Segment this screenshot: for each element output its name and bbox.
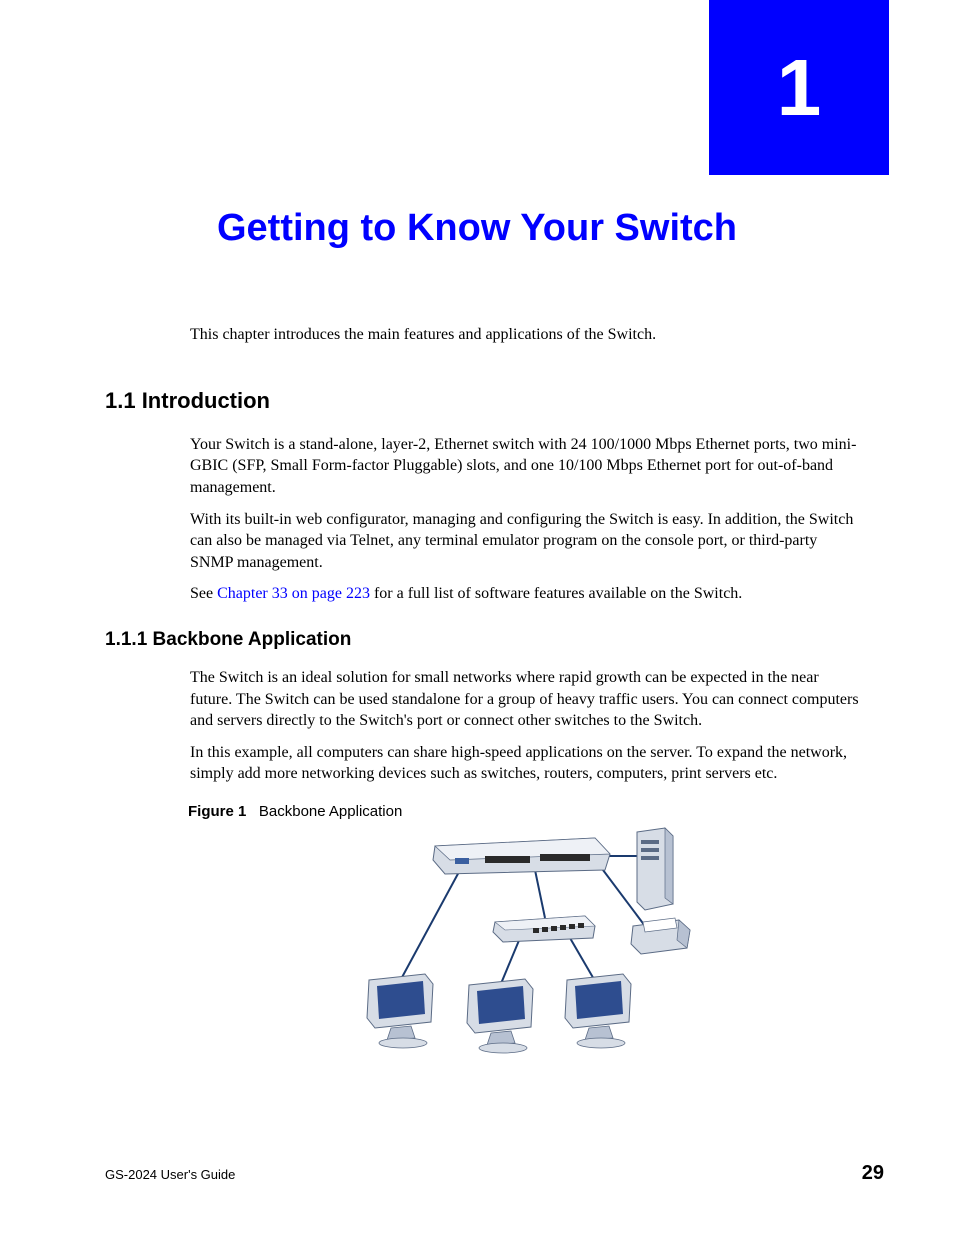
hub-icon <box>493 916 595 942</box>
figure-label: Figure 1 <box>188 803 246 820</box>
paragraph: In this example, all computers can share… <box>190 742 859 785</box>
computer-icon <box>565 974 631 1048</box>
content-area: This chapter introduces the main feature… <box>190 325 859 1056</box>
page-footer: GS-2024 User's Guide 29 <box>105 1162 884 1185</box>
figure-caption-text: Backbone Application <box>259 803 402 820</box>
section-heading-1-1: 1.1 Introduction <box>105 388 859 414</box>
section-heading-1-1-1: 1.1.1 Backbone Application <box>105 629 859 651</box>
cross-reference-link[interactable]: Chapter 33 on page 223 <box>217 585 370 602</box>
figure-container <box>190 826 859 1056</box>
footer-doc-title: GS-2024 User's Guide <box>105 1167 235 1182</box>
paragraph: See Chapter 33 on page 223 for a full li… <box>190 583 859 605</box>
paragraph: With its built-in web configurator, mana… <box>190 509 859 574</box>
text-run: for a full list of software features ava… <box>370 585 742 602</box>
document-page: 1 Getting to Know Your Switch This chapt… <box>0 0 954 1235</box>
chapter-title: Getting to Know Your Switch <box>0 207 954 250</box>
paragraph: The Switch is an ideal solution for smal… <box>190 667 859 732</box>
footer-page-number: 29 <box>862 1162 884 1185</box>
chapter-badge: 1 <box>709 0 889 175</box>
paragraph: Your Switch is a stand-alone, layer-2, E… <box>190 434 859 499</box>
computer-icon <box>467 979 533 1053</box>
network-diagram <box>345 826 705 1056</box>
printer-icon <box>631 918 690 954</box>
computer-icon <box>367 974 433 1048</box>
server-icon <box>637 828 673 910</box>
chapter-intro: This chapter introduces the main feature… <box>190 325 859 346</box>
figure-caption: Figure 1 Backbone Application <box>188 803 859 820</box>
switch-icon <box>433 838 610 874</box>
text-run: See <box>190 585 217 602</box>
chapter-number: 1 <box>777 42 822 134</box>
